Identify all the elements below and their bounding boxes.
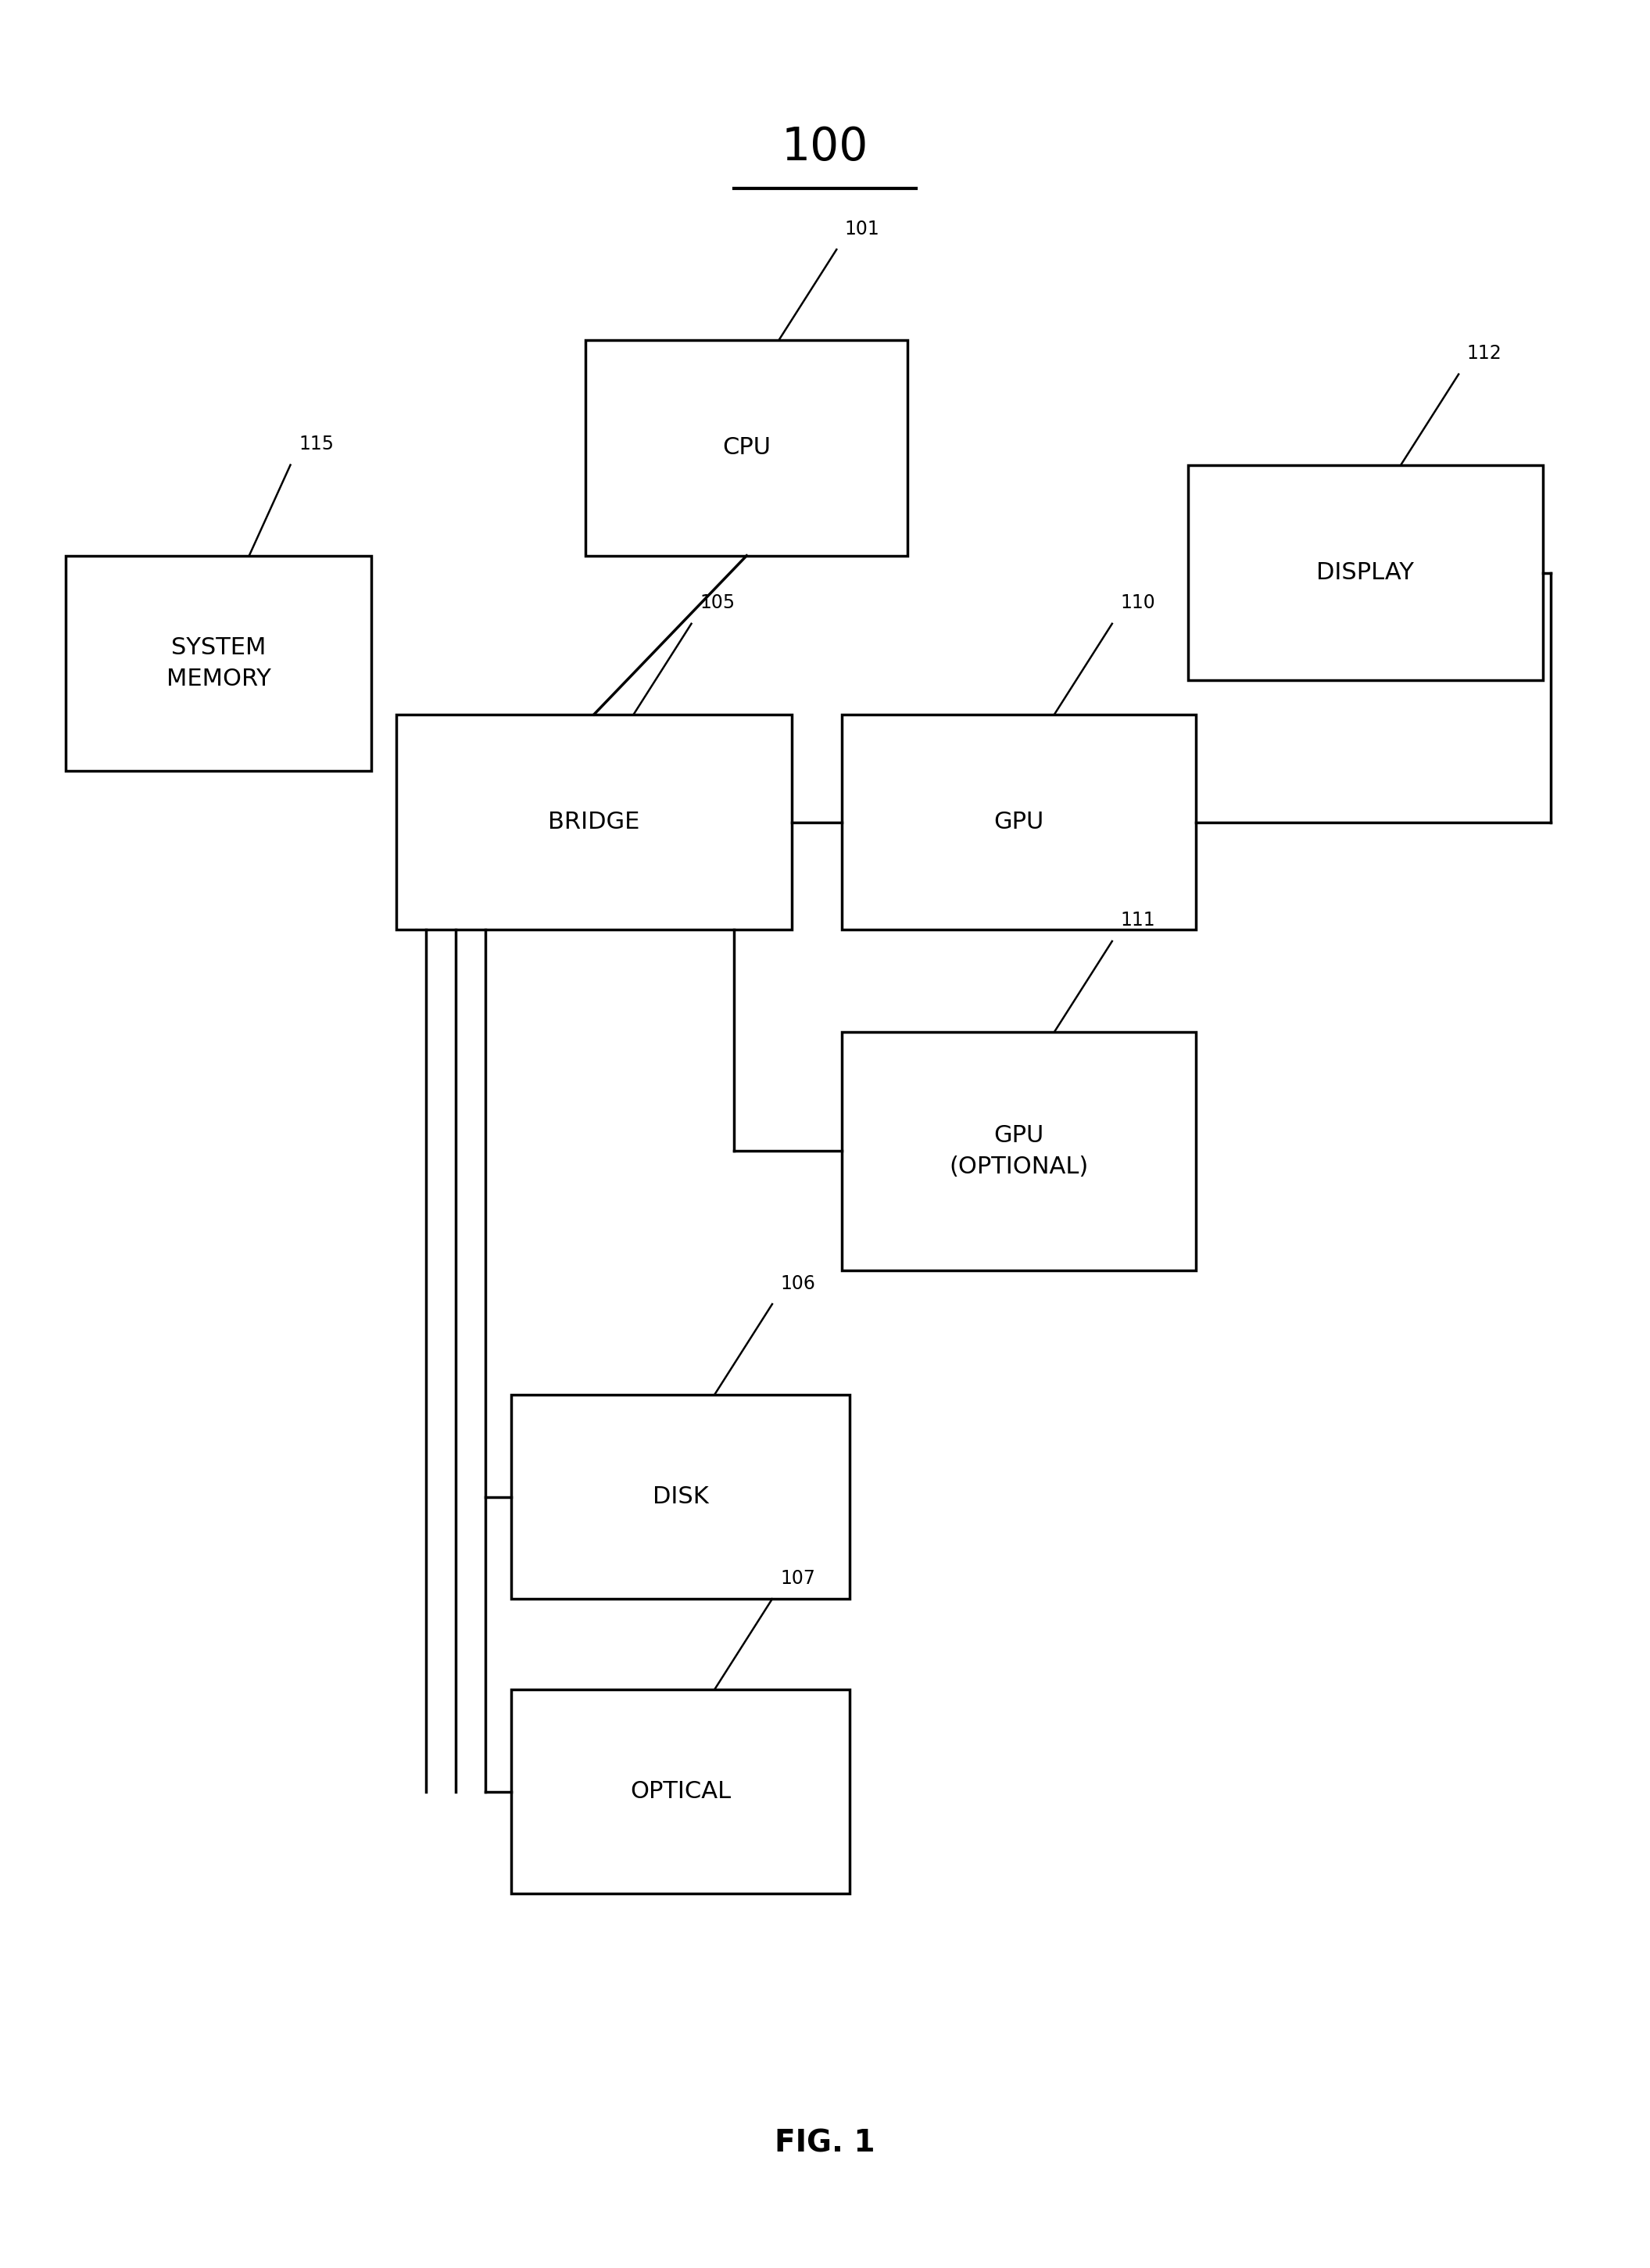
Text: GPU: GPU (993, 812, 1044, 832)
Text: 112: 112 (1467, 345, 1502, 363)
Text: DISPLAY: DISPLAY (1317, 562, 1414, 583)
Text: 111: 111 (1120, 912, 1155, 930)
Text: CPU: CPU (723, 438, 771, 458)
Bar (1188, 465, 1543, 680)
Text: 115: 115 (299, 435, 333, 454)
Text: BRIDGE: BRIDGE (548, 812, 640, 832)
Text: FIG. 1: FIG. 1 (776, 2127, 875, 2159)
Text: 100: 100 (782, 125, 868, 170)
Bar (512, 1395, 850, 1599)
Text: OPTICAL: OPTICAL (630, 1780, 731, 1803)
Bar (842, 714, 1196, 930)
Text: 110: 110 (1120, 594, 1155, 612)
Text: 105: 105 (700, 594, 734, 612)
Bar (512, 1690, 850, 1894)
Text: DISK: DISK (653, 1486, 708, 1508)
Bar (842, 1032, 1196, 1270)
Text: 106: 106 (780, 1275, 815, 1293)
Text: 101: 101 (845, 220, 879, 238)
Bar (396, 714, 792, 930)
Bar (586, 340, 908, 556)
Text: SYSTEM
MEMORY: SYSTEM MEMORY (167, 637, 271, 689)
Text: 107: 107 (780, 1569, 815, 1588)
Text: GPU
(OPTIONAL): GPU (OPTIONAL) (949, 1125, 1089, 1177)
Bar (66, 556, 371, 771)
